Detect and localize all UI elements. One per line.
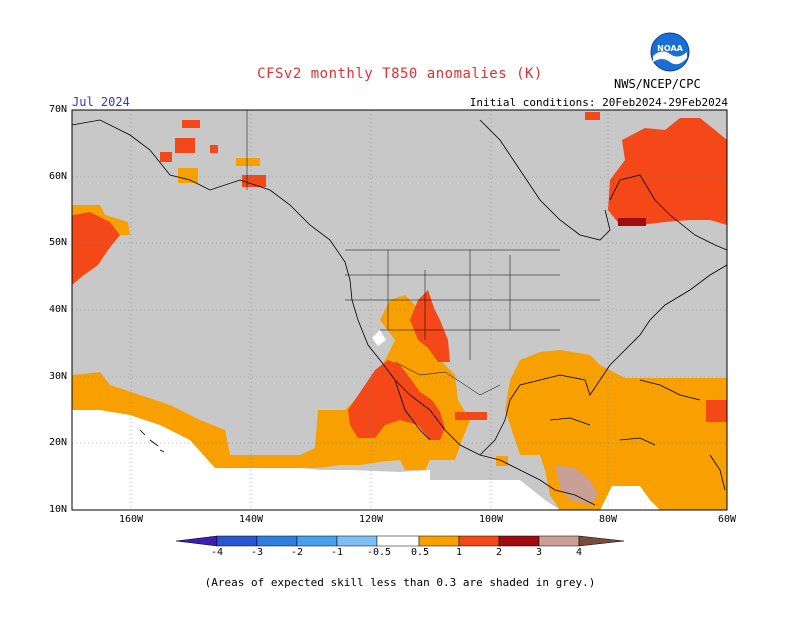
initial-conditions: Initial conditions: 20Feb2024-29Feb2024: [469, 96, 728, 109]
anomaly-1-2-atlantic: [706, 400, 727, 422]
skill-note: (Areas of expected skill less than 0.3 a…: [204, 576, 596, 589]
lat-label-10n: 10N: [48, 504, 67, 515]
map-title: CFSv2 monthly T850 anomalies (K): [257, 66, 543, 82]
anomaly-1-2-southwest: [410, 290, 450, 362]
coastlines: [71, 119, 728, 506]
colorbar-segment-1-2: [458, 535, 500, 547]
colorbar-segment-gt-4: [578, 535, 625, 547]
valid-month: Jul 2024: [72, 95, 130, 109]
anomaly-1-2-dot: [210, 145, 218, 153]
lon-label-80w: 80W: [598, 514, 618, 525]
lat-label-30n: 30N: [48, 371, 67, 382]
lat-label-60n: 60N: [48, 171, 67, 182]
colorbar-segment-3-4: [538, 535, 580, 547]
lon-label-140w: 140W: [238, 514, 264, 525]
anomaly-1-2-arctic: [182, 120, 200, 128]
anomaly-1-2-alaska: [175, 138, 195, 153]
graticule: [72, 110, 727, 510]
colorbar-segment-1-05: [336, 535, 378, 547]
lon-label-120w: 120W: [358, 514, 384, 525]
no-skill-ocean-south: [72, 410, 560, 510]
colorbar-segment-4-3: [216, 535, 258, 547]
lat-label-40n: 40N: [48, 304, 67, 315]
colorbar-label-4: 4: [575, 547, 583, 558]
no-skill-california-patch: [372, 330, 386, 346]
noaa-logo: NOAA: [650, 32, 690, 72]
lon-label-160w: 160W: [118, 514, 144, 525]
anomaly-1-2-baja: [348, 360, 445, 440]
agency-label: NWS/NCEP/CPC: [614, 77, 701, 91]
logo-text: NOAA: [657, 44, 683, 53]
no-skill-caribbean: [600, 486, 660, 510]
anomaly-1-2-ne-pacific: [72, 212, 120, 285]
colorbar-segment-2-3: [498, 535, 540, 547]
lon-label-100w: 100W: [478, 514, 504, 525]
lat-label-70n: 70N: [48, 104, 67, 115]
anomaly-2-3-labrador: [618, 218, 646, 226]
anomaly-1-2-yukon: [242, 175, 266, 187]
colorbar-label-neg2: -2: [290, 547, 304, 558]
colorbar-label-05: 0.5: [410, 547, 430, 558]
lat-label-20n: 20N: [48, 437, 67, 448]
colorbar-label-2: 2: [495, 547, 503, 558]
colorbar-segment-lt-4: [175, 535, 218, 547]
anomaly-1-2-bering: [160, 152, 172, 162]
map-frame: [71, 109, 728, 511]
colorbar-label-neg05: -0.5: [366, 547, 392, 558]
colorbar-label-3: 3: [535, 547, 543, 558]
colorbar: [175, 535, 625, 547]
anomaly-3-4-central-america: [555, 465, 598, 505]
anomaly-1-2-mexico: [455, 412, 487, 420]
lat-label-50n: 50N: [48, 237, 67, 248]
lon-label-60w: 60W: [717, 514, 737, 525]
anomaly-0.5-1-yukon: [236, 158, 260, 166]
colorbar-label-neg4: -4: [210, 547, 224, 558]
anomaly-1-2-baffin: [585, 112, 600, 120]
anomaly-1-2-quebec: [608, 118, 727, 225]
colorbar-label-1: 1: [455, 547, 463, 558]
colorbar-segment-3-2: [256, 535, 298, 547]
colorbar-label-neg3: -3: [250, 547, 264, 558]
colorbar-segment-neutral: [376, 535, 420, 547]
political-borders: [246, 110, 600, 396]
colorbar-segment-2-1: [296, 535, 338, 547]
anomaly-0.5-1-ne-pacific: [72, 205, 130, 235]
colorbar-label-neg1: -1: [330, 547, 344, 558]
colorbar-segment-05-1: [418, 535, 460, 547]
anomaly-0.5-1-alaska: [178, 168, 198, 183]
